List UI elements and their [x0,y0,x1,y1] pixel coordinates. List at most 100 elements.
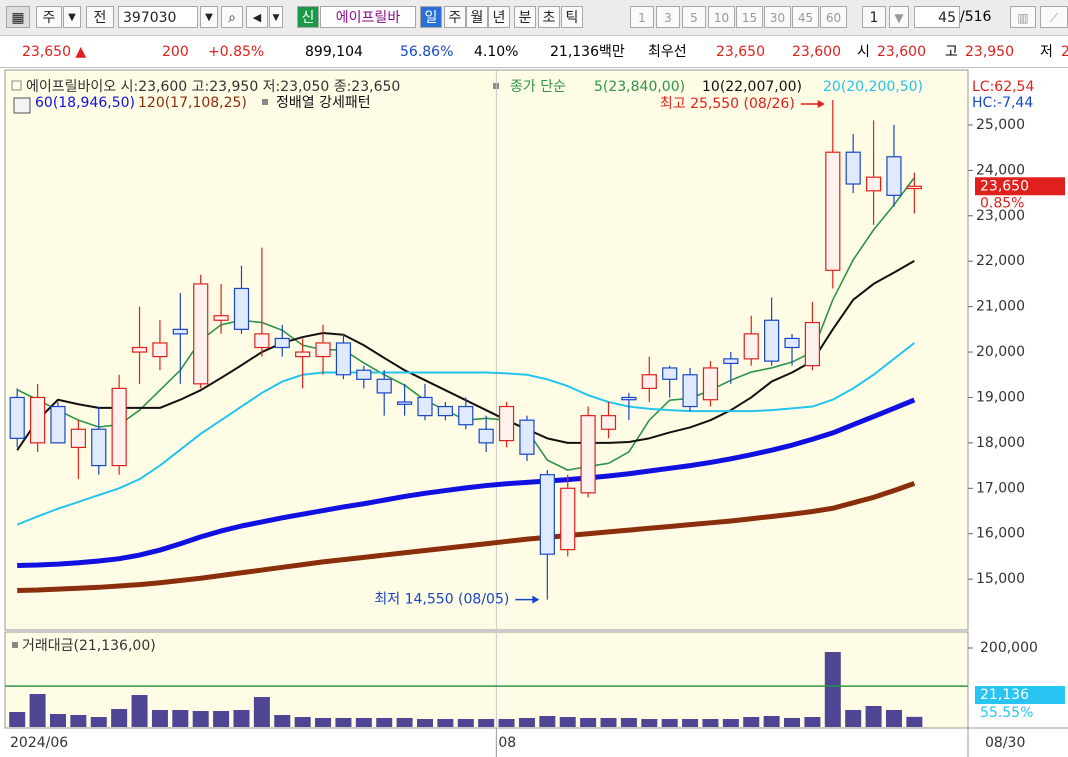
candle-body [784,337,800,349]
y-tick-label: 22,000 [976,253,1025,269]
volume-bar [865,705,882,727]
volume-bar [49,713,66,727]
minute-button[interactable]: 3 [656,6,680,28]
candle-body [723,358,739,365]
interval-button[interactable]: 월 [466,6,488,28]
candle-body [458,405,474,426]
volume-bar [784,717,801,727]
candle-body [254,333,270,349]
candle-body [764,319,780,362]
volume-bar [437,718,454,727]
annotation-arrow [817,99,825,108]
volume-bar [213,710,230,727]
volume-tag-pct: 55.55% [980,705,1033,721]
minute-button[interactable]: 45 [792,6,819,28]
volume-bar [9,711,26,727]
volume-bar [620,717,637,727]
volume-bar [763,715,780,727]
candle-body [600,415,617,430]
prev-button[interactable]: 전 [86,6,114,28]
volume-bar [335,717,352,727]
y-tick-label: 15,000 [976,571,1025,587]
interval-button[interactable]: 틱 [561,6,583,28]
last-date: 08/30 [985,735,1025,751]
ma-label: 종가 단순 [510,79,566,95]
code-input[interactable]: 397030 [118,6,198,28]
candle-body [111,387,127,467]
y-tick-label: 200,000 [980,640,1038,656]
candle-body [743,333,759,360]
ma-line [17,481,916,593]
minute-button[interactable]: 60 [820,6,847,28]
volume-title: 거래대금(21,136,00) [22,638,156,654]
legend-entry: 5(23,840,00) [594,79,685,95]
candle-body [621,396,637,401]
pattern-label: 정배열 강세패턴 [276,95,371,111]
interval-button[interactable]: 분 [514,6,536,28]
ask: 23,650 [716,44,765,60]
candle-body [845,151,861,185]
interval-button[interactable]: 년 [488,6,510,28]
stock-name: 에이프릴바 [320,6,416,28]
minute-button[interactable]: 30 [764,6,791,28]
period-button[interactable]: 주 [36,6,62,28]
candle-body [233,287,250,330]
volume-bar [498,718,515,727]
candle-body [580,415,596,494]
candle-body [498,405,515,442]
menu-icon[interactable]: ▦ [6,6,30,28]
candle-body [29,396,46,444]
candle-body [50,405,66,444]
volume-bar [131,695,148,727]
volume-bar [192,710,209,727]
volume-tag-label: 21,136 [980,687,1029,703]
candle-body [152,342,168,358]
multiplier[interactable]: 1 [862,6,886,28]
dropdown[interactable]: ▼ [200,6,218,28]
y-tick-label: 25,000 [976,117,1025,133]
count-input[interactable]: 45 [914,6,960,28]
minute-button[interactable]: 1 [630,6,654,28]
volume-bar [518,717,535,727]
search-button[interactable]: ⌕ [221,6,243,28]
open-label: 시 [857,44,870,60]
count-total: /516 [960,9,992,25]
volume-bar [29,694,46,727]
volume-bar [539,715,556,727]
interval-button[interactable]: 주 [444,6,466,28]
annotation: 최고 25,550 (08/26) [660,96,795,112]
minute-button[interactable]: 10 [708,6,735,28]
sound-button[interactable]: ◀ [246,6,268,28]
ma-line [17,397,916,569]
interval-button[interactable]: 초 [538,6,560,28]
ratio: 56.86% [400,44,454,60]
new-badge: 신 [297,6,319,28]
open: 23,600 [877,44,926,60]
high: 23,950 [965,44,1014,60]
y-tick-label: 24,000 [976,162,1025,178]
minute-button[interactable]: 15 [736,6,763,28]
candle-body [335,342,352,376]
volume-bar [845,709,862,727]
candle-body [193,283,209,385]
interval-button[interactable]: 일 [420,6,442,28]
candle-body [437,405,453,417]
y-tick-label: 16,000 [976,526,1025,542]
legend-box [12,642,18,648]
volume-bar [416,718,433,727]
volume-bar [355,717,372,727]
candle-body [804,321,821,367]
dropdown[interactable]: ▼ [269,6,283,28]
x-tick-label: 2024/06 [10,735,68,751]
minute-button[interactable]: 5 [682,6,706,28]
dropdown[interactable]: ▼ [63,6,81,28]
tool-icon[interactable]: ▥ [1010,6,1036,28]
candle-body [662,367,678,380]
calendar-icon[interactable] [13,97,31,114]
chart-title: 에이프릴바이오 시:23,600 고:23,950 저:23,050 종:23,… [26,79,400,95]
candle-body [682,374,698,408]
volume-bar [315,717,332,727]
candle-body [274,337,290,349]
dropdown[interactable]: ▼ [889,6,909,28]
